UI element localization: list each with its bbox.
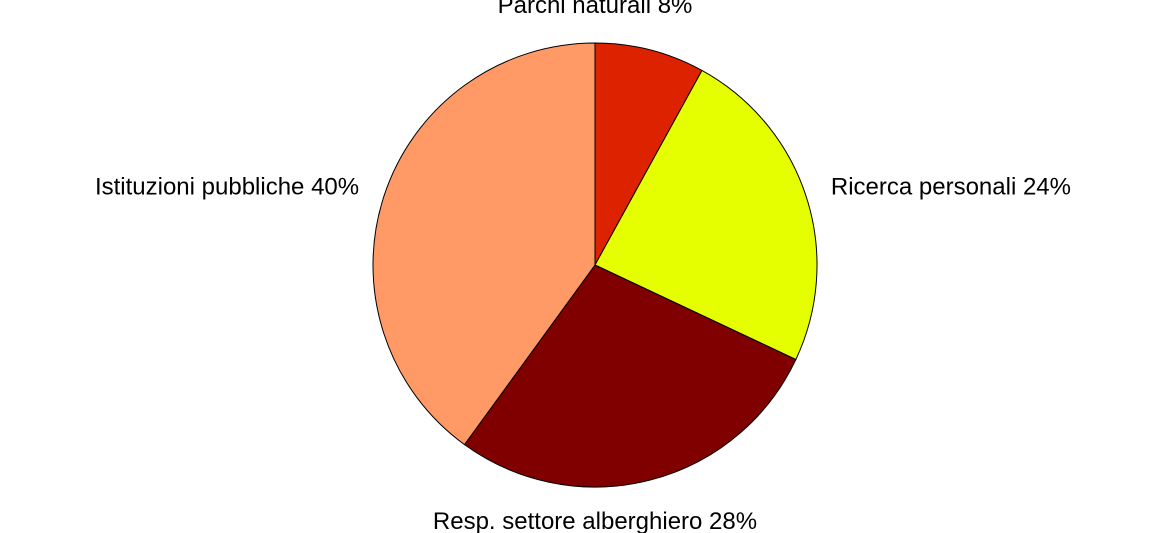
slice-name: Istituzioni pubbliche	[95, 174, 304, 201]
slice-label: Ricerca personali 24%	[831, 174, 1071, 201]
slice-value: 28%	[709, 509, 757, 533]
slice-value: 40%	[311, 174, 359, 201]
slice-label: Istituzioni pubbliche 40%	[95, 174, 359, 201]
slice-label: Parchi naturali 8%	[498, 0, 693, 19]
pie-slice	[372, 42, 596, 446]
slice-value: 8%	[658, 0, 693, 19]
slice-name: Resp. settore alberghiero	[433, 509, 702, 533]
slice-name: Parchi naturali	[498, 0, 651, 19]
pie-slice	[594, 69, 818, 361]
slice-label: Resp. settore alberghiero 28%	[433, 509, 757, 533]
slice-name: Ricerca personali	[831, 174, 1016, 201]
pie-slice	[594, 42, 703, 266]
pie-slice	[463, 264, 797, 488]
slice-value: 24%	[1023, 174, 1071, 201]
